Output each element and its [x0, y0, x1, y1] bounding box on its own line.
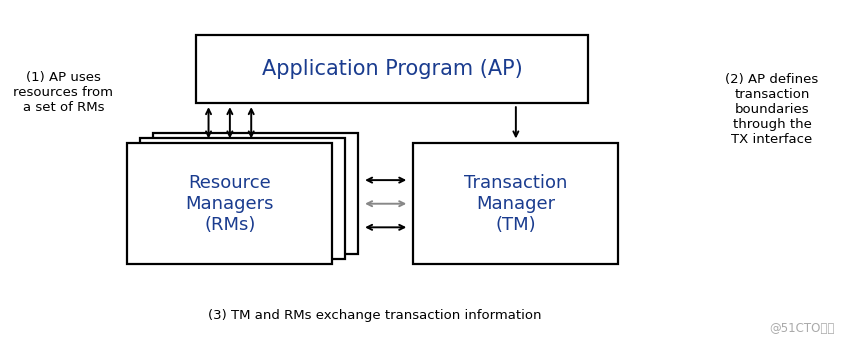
- Text: Resource
Managers
(RMs): Resource Managers (RMs): [186, 174, 274, 234]
- Text: Application Program (AP): Application Program (AP): [261, 59, 522, 79]
- Text: Transaction
Manager
(TM): Transaction Manager (TM): [464, 174, 568, 234]
- FancyBboxPatch shape: [196, 35, 589, 103]
- Text: @51CTO博客: @51CTO博客: [769, 322, 835, 335]
- FancyBboxPatch shape: [141, 138, 345, 259]
- Text: (3) TM and RMs exchange transaction information: (3) TM and RMs exchange transaction info…: [208, 308, 542, 322]
- Text: (1) AP uses
resources from
a set of RMs: (1) AP uses resources from a set of RMs: [14, 71, 113, 114]
- FancyBboxPatch shape: [153, 133, 358, 254]
- FancyBboxPatch shape: [413, 143, 618, 265]
- FancyBboxPatch shape: [128, 143, 332, 265]
- Text: (2) AP defines
transaction
boundaries
through the
TX interface: (2) AP defines transaction boundaries th…: [725, 73, 819, 146]
